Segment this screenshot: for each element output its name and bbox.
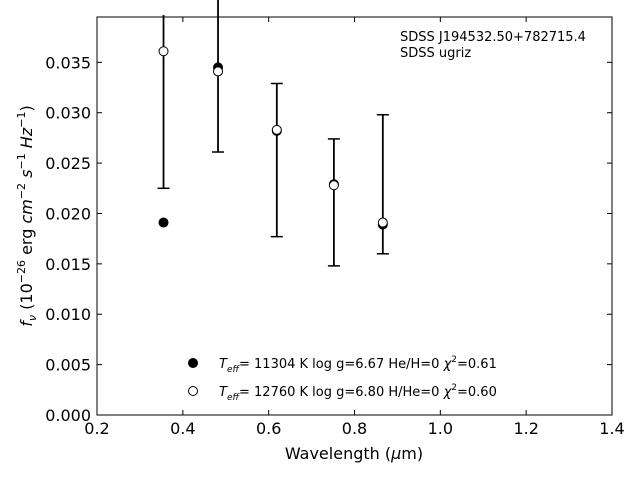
model-point-open — [377, 217, 388, 228]
y-tick-label: 0.000 — [45, 406, 91, 425]
y-tick-label: 0.015 — [45, 255, 91, 274]
data-points — [158, 46, 388, 230]
model-point-open — [158, 46, 169, 57]
observed-error-bar — [327, 138, 340, 267]
model-point-open — [213, 66, 224, 77]
y-tick-label: 0.035 — [45, 53, 91, 72]
annotation-survey: SDSS ugriz — [400, 46, 471, 61]
observed-error-bar — [157, 14, 170, 190]
y-axis-label: fν (10−26 erg cm−2 s−1 Hz−1) — [15, 105, 39, 326]
legend: Teff= 11304 K log g=6.67 He/H=0 χ2=0.61 … — [188, 355, 497, 403]
x-axis-ticks: 0.2 0.4 0.6 0.8 1.0 1.2 1.4 — [84, 17, 625, 438]
y-tick-label: 0.010 — [45, 305, 91, 324]
y-tick-label: 0.025 — [45, 154, 91, 173]
x-tick-label: 0.4 — [170, 419, 195, 438]
x-tick-label: 0.8 — [342, 419, 367, 438]
plot-frame — [96, 16, 613, 416]
model-point-open — [271, 124, 282, 135]
model-point-open — [328, 180, 339, 191]
x-tick-label: 0.2 — [84, 419, 109, 438]
y-tick-label: 0.020 — [45, 204, 91, 223]
observed-error-bar — [376, 113, 389, 255]
annotation-object-name: SDSS J194532.50+782715.4 — [400, 30, 586, 45]
y-tick-label: 0.030 — [45, 104, 91, 123]
x-tick-label: 0.6 — [256, 419, 281, 438]
legend-label-2: Teff= 12760 K log g=6.80 H/He=0 χ2=0.60 — [219, 383, 497, 403]
model-point-filled — [158, 217, 169, 228]
x-tick-label: 1.0 — [428, 419, 453, 438]
x-tick-label: 1.2 — [513, 419, 538, 438]
observed-error-bar — [270, 82, 283, 238]
x-axis-label: Wavelength (µm) — [285, 444, 423, 463]
x-tick-label: 1.4 — [599, 419, 624, 438]
y-tick-label: 0.005 — [45, 356, 91, 375]
legend-marker-filled — [188, 358, 198, 368]
y-axis-ticks: 0.000 0.005 0.010 0.015 0.020 0.025 0.030 0.035 — [45, 53, 612, 425]
legend-marker-open — [188, 386, 198, 396]
legend-label-1: Teff= 11304 K log g=6.67 He/H=0 χ2=0.61 — [219, 355, 497, 375]
